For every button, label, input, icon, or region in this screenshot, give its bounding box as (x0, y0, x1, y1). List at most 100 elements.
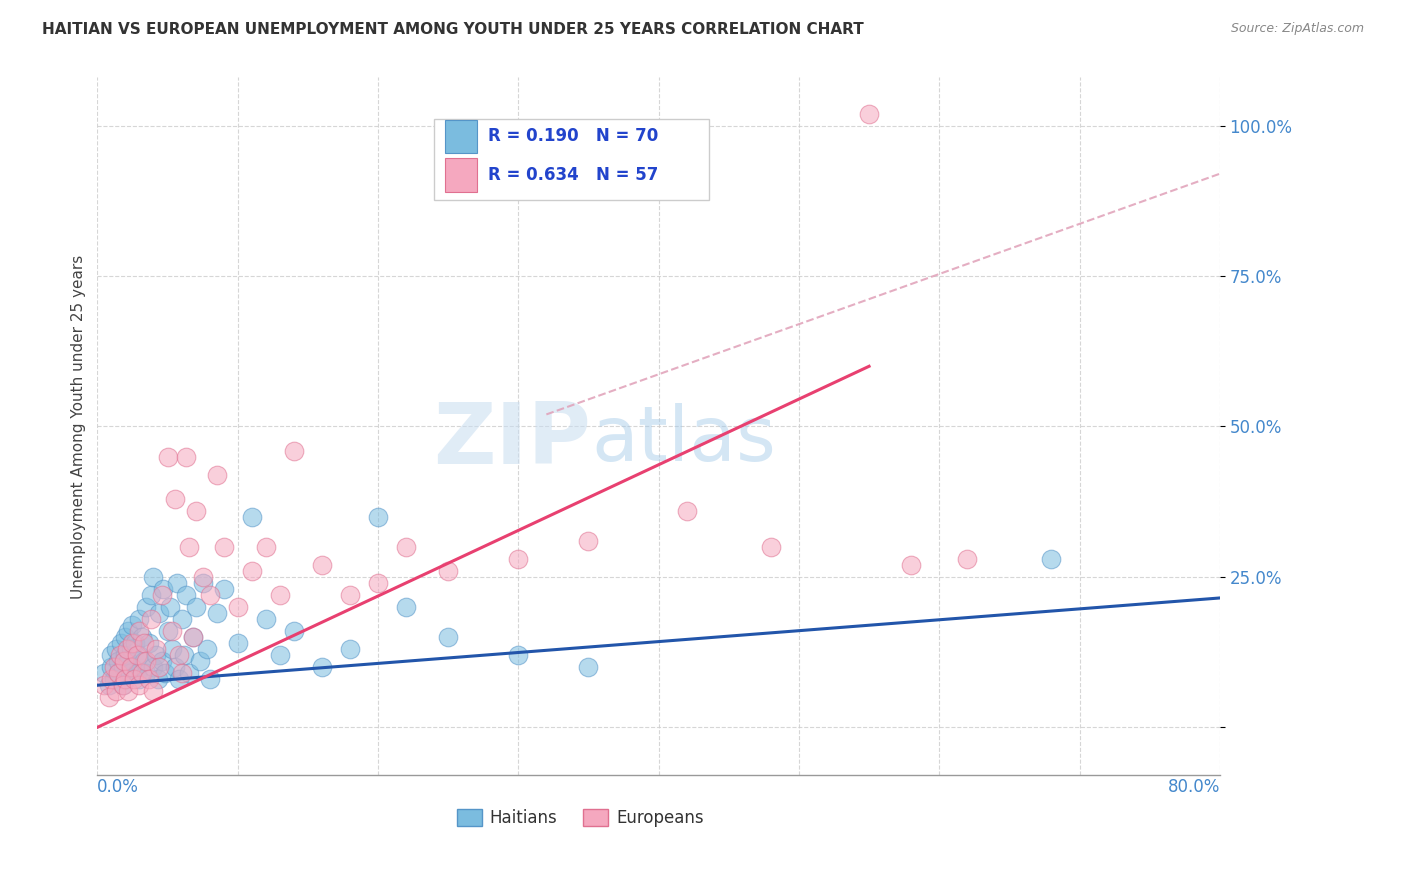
Point (150, 588, 173, 602)
Point (138, 672, 160, 686)
Point (177, 540, 200, 554)
Point (900, 558, 922, 572)
Point (117, 654, 139, 668)
Point (135, 654, 157, 668)
Point (132, 636, 155, 650)
Point (93, 678, 115, 692)
Point (139, 588, 162, 602)
Point (100, 648, 122, 662)
Point (146, 672, 169, 686)
Point (173, 648, 195, 662)
Point (108, 648, 131, 662)
Point (128, 648, 150, 662)
Point (104, 684, 127, 698)
Text: atlas: atlas (592, 403, 776, 477)
Point (118, 666, 141, 681)
Point (114, 672, 136, 686)
Point (578, 660, 600, 674)
Point (145, 648, 167, 662)
Point (121, 618, 143, 632)
Point (152, 582, 174, 596)
Point (125, 648, 148, 662)
Point (188, 654, 211, 668)
Point (93, 666, 115, 681)
Point (128, 624, 150, 638)
Point (114, 672, 136, 686)
Text: ZIP: ZIP (433, 399, 592, 482)
Point (150, 654, 173, 668)
Point (156, 624, 179, 638)
Point (181, 630, 204, 644)
Point (125, 666, 148, 681)
Point (170, 666, 193, 681)
Point (167, 672, 190, 686)
Point (124, 636, 146, 650)
Point (159, 599, 181, 614)
Point (100, 660, 122, 674)
Point (956, 552, 979, 566)
Point (226, 599, 249, 614)
Point (177, 666, 200, 681)
Point (174, 588, 197, 602)
Point (437, 630, 460, 644)
Point (367, 575, 389, 590)
Point (395, 599, 418, 614)
Point (142, 570, 165, 584)
Point (212, 582, 235, 596)
Point (160, 642, 183, 657)
Point (283, 624, 305, 638)
Point (121, 660, 143, 674)
Point (858, 106, 880, 120)
Point (120, 642, 142, 657)
Point (111, 678, 134, 692)
Point (132, 654, 155, 668)
FancyBboxPatch shape (434, 120, 709, 200)
Legend: Haitians, Europeans: Haitians, Europeans (450, 802, 710, 833)
Point (195, 642, 218, 657)
Point (107, 654, 129, 668)
Point (139, 612, 162, 626)
Point (131, 630, 153, 644)
Y-axis label: Unemployment Among Youth under 25 years: Unemployment Among Youth under 25 years (72, 254, 86, 599)
Point (578, 533, 600, 548)
Point (148, 660, 170, 674)
Point (117, 684, 139, 698)
Point (112, 654, 135, 668)
Point (120, 660, 142, 674)
Point (174, 450, 197, 464)
Point (269, 588, 291, 602)
Point (240, 509, 263, 524)
Point (135, 666, 157, 681)
Point (508, 552, 530, 566)
Point (205, 606, 228, 620)
Point (191, 575, 214, 590)
Point (97, 678, 120, 692)
Point (254, 540, 277, 554)
Point (103, 660, 125, 674)
Point (148, 606, 170, 620)
Point (240, 564, 263, 578)
Point (128, 612, 150, 626)
Point (97, 690, 120, 705)
Point (1040, 552, 1063, 566)
Text: Source: ZipAtlas.com: Source: ZipAtlas.com (1230, 22, 1364, 36)
Point (167, 648, 190, 662)
Point (311, 558, 333, 572)
Point (339, 588, 361, 602)
Text: 80.0%: 80.0% (1167, 779, 1220, 797)
Text: HAITIAN VS EUROPEAN UNEMPLOYMENT AMONG YOUTH UNDER 25 YEARS CORRELATION CHART: HAITIAN VS EUROPEAN UNEMPLOYMENT AMONG Y… (42, 22, 863, 37)
Point (163, 660, 186, 674)
FancyBboxPatch shape (446, 120, 477, 153)
Point (110, 636, 132, 650)
Point (111, 678, 134, 692)
Point (254, 612, 277, 626)
Text: R = 0.190   N = 70: R = 0.190 N = 70 (488, 128, 658, 145)
Point (181, 630, 204, 644)
Point (100, 672, 122, 686)
Point (437, 564, 460, 578)
Point (131, 666, 153, 681)
Point (226, 636, 249, 650)
Point (122, 672, 145, 686)
Point (198, 672, 221, 686)
Point (184, 599, 207, 614)
